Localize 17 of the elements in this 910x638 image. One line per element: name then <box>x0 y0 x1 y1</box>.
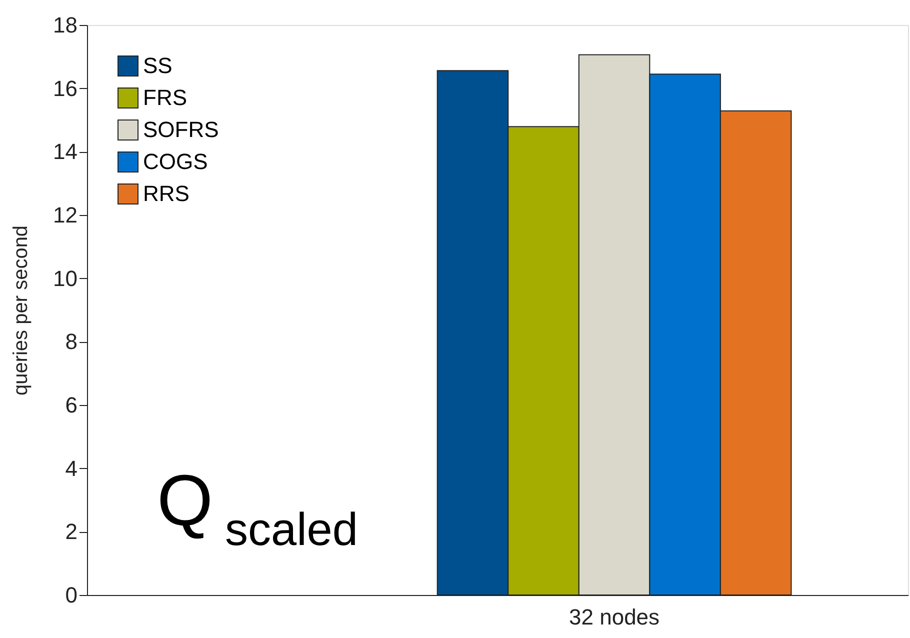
legend-label: SOFRS <box>143 117 219 142</box>
legend-label: COGS <box>143 149 208 174</box>
y-tick-label: 2 <box>65 519 78 544</box>
legend-label: SS <box>143 53 172 78</box>
y-tick-label: 0 <box>65 582 78 608</box>
y-axis-title: queries per second <box>10 225 32 396</box>
legend-label: RRS <box>143 181 190 206</box>
y-tick-label: 18 <box>53 12 78 38</box>
y-tick-label: 16 <box>53 76 78 101</box>
y-tick-label: 4 <box>65 456 78 481</box>
y-tick-label: 12 <box>53 202 78 228</box>
y-tick-label: 6 <box>65 392 78 418</box>
y-tick-label: 8 <box>65 329 78 354</box>
y-tick-label: 10 <box>53 266 78 291</box>
x-tick-label: 32 nodes <box>569 604 660 630</box>
y-tick-label: 14 <box>53 139 78 164</box>
legend-label: FRS <box>143 85 187 110</box>
